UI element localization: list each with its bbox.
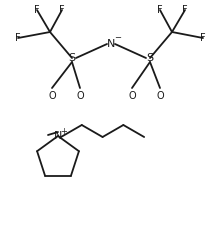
Text: O: O (76, 91, 84, 101)
Text: S: S (147, 53, 154, 63)
Text: F: F (200, 33, 206, 43)
Text: F: F (157, 5, 163, 15)
Text: O: O (48, 91, 56, 101)
Text: F: F (15, 33, 21, 43)
Text: −: − (115, 34, 121, 42)
Text: +: + (61, 126, 67, 136)
Text: F: F (59, 5, 65, 15)
Text: N: N (107, 39, 115, 49)
Text: N: N (54, 131, 62, 141)
Text: O: O (128, 91, 136, 101)
Text: F: F (34, 5, 40, 15)
Text: F: F (182, 5, 188, 15)
Text: O: O (156, 91, 164, 101)
Text: S: S (68, 53, 75, 63)
